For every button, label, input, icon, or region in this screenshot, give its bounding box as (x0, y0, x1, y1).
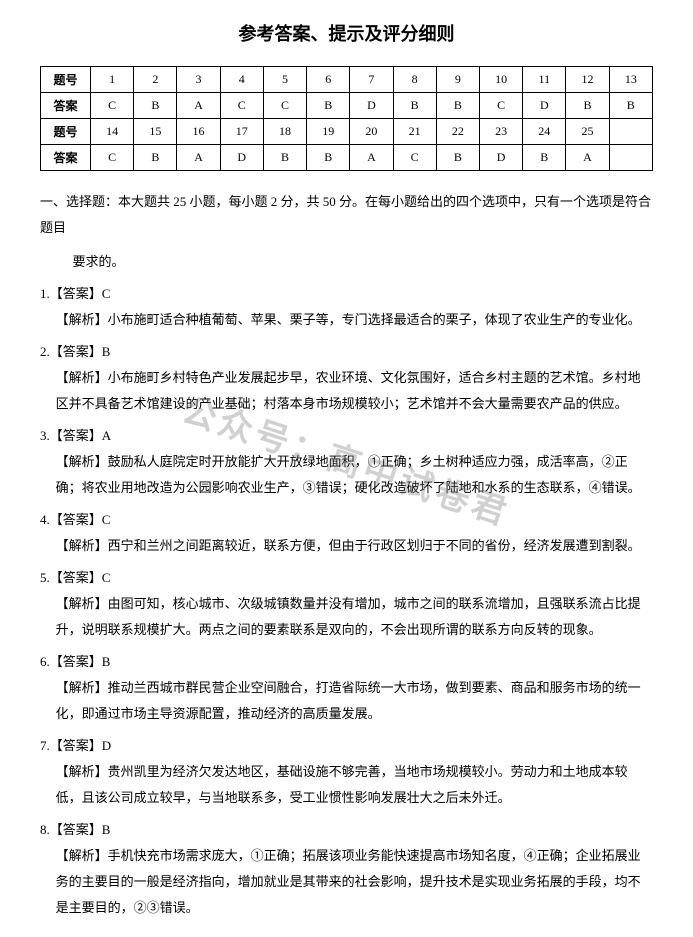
question-block: 1.【答案】C 【解析】小布施町适合种植葡萄、苹果、栗子等，专门选择最适合的栗子… (40, 281, 653, 333)
num-cell (609, 119, 652, 145)
num-cell: 4 (220, 67, 263, 93)
ans-cell: B (263, 145, 306, 171)
q-explanation: 【解析】小布施町适合种植葡萄、苹果、栗子等，专门选择最适合的栗子，体现了农业生产… (40, 307, 653, 333)
num-cell: 22 (436, 119, 479, 145)
ans-cell: B (436, 145, 479, 171)
label-cell: 题号 (41, 67, 91, 93)
ans-cell: A (177, 145, 220, 171)
num-cell: 25 (566, 119, 609, 145)
ans-cell: B (134, 145, 177, 171)
num-cell: 3 (177, 67, 220, 93)
ans-cell: A (177, 93, 220, 119)
ans-cell: A (350, 145, 393, 171)
page-title: 参考答案、提示及评分细则 (40, 20, 653, 46)
q-num: 5. (40, 570, 50, 585)
q-answer: 【答案】B (50, 822, 111, 837)
ans-cell: B (307, 93, 350, 119)
ans-cell: B (134, 93, 177, 119)
ans-cell: C (263, 93, 306, 119)
label-cell: 答案 (41, 93, 91, 119)
question-block: 2.【答案】B 【解析】小布施町乡村特色产业发展起步早，农业环境、文化氛围好，适… (40, 339, 653, 417)
q-answer: 【答案】C (50, 512, 111, 527)
ans-cell: D (479, 145, 522, 171)
num-cell: 6 (307, 67, 350, 93)
q-num: 7. (40, 738, 50, 753)
ans-cell: D (220, 145, 263, 171)
num-cell: 23 (479, 119, 522, 145)
question-block: 3.【答案】A 【解析】鼓励私人庭院定时开放能扩大开放绿地面积，①正确；乡土树种… (40, 423, 653, 501)
label-cell: 题号 (41, 119, 91, 145)
label-cell: 答案 (41, 145, 91, 171)
q-answer: 【答案】C (50, 570, 111, 585)
q-num: 2. (40, 344, 50, 359)
num-cell: 1 (91, 67, 134, 93)
table-row: 题号 1 2 3 4 5 6 7 8 9 10 11 12 13 (41, 67, 653, 93)
q-answer: 【答案】B (50, 344, 111, 359)
ans-cell (609, 145, 652, 171)
answer-table: 题号 1 2 3 4 5 6 7 8 9 10 11 12 13 答案 C B … (40, 66, 653, 171)
q-answer: 【答案】B (50, 654, 111, 669)
table-row: 题号 14 15 16 17 18 19 20 21 22 23 24 25 (41, 119, 653, 145)
q-explanation: 【解析】贵州凯里为经济欠发达地区，基础设施不够完善，当地市场规模较小。劳动力和土… (40, 759, 653, 811)
q-explanation: 【解析】小布施町乡村特色产业发展起步早，农业环境、文化氛围好，适合乡村主题的艺术… (40, 365, 653, 417)
question-block: 6.【答案】B 【解析】推动兰西城市群民营企业空间融合，打造省际统一大市场，做到… (40, 649, 653, 727)
ans-cell: B (436, 93, 479, 119)
q-explanation: 【解析】推动兰西城市群民营企业空间融合，打造省际统一大市场，做到要素、商品和服务… (40, 675, 653, 727)
q-answer: 【答案】D (50, 738, 111, 753)
ans-cell: D (523, 93, 566, 119)
num-cell: 17 (220, 119, 263, 145)
ans-cell: C (220, 93, 263, 119)
num-cell: 2 (134, 67, 177, 93)
num-cell: 15 (134, 119, 177, 145)
num-cell: 24 (523, 119, 566, 145)
ans-cell: B (307, 145, 350, 171)
q-num: 8. (40, 822, 50, 837)
section-heading: 一、选择题：本大题共 25 小题，每小题 2 分，共 50 分。在每小题给出的四… (40, 189, 653, 241)
q-num: 3. (40, 428, 50, 443)
q-explanation: 【解析】手机快充市场需求庞大，①正确；拓展该项业务能快速提高市场知名度，④正确；… (40, 843, 653, 921)
q-answer: 【答案】C (50, 286, 111, 301)
q-num: 4. (40, 512, 50, 527)
ans-cell: C (393, 145, 436, 171)
ans-cell: B (609, 93, 652, 119)
q-num: 6. (40, 654, 50, 669)
ans-cell: C (91, 93, 134, 119)
num-cell: 16 (177, 119, 220, 145)
ans-cell: A (566, 145, 609, 171)
table-row: 答案 C B A C C B D B B C D B B (41, 93, 653, 119)
num-cell: 11 (523, 67, 566, 93)
num-cell: 18 (263, 119, 306, 145)
num-cell: 10 (479, 67, 522, 93)
question-block: 4.【答案】C 【解析】西宁和兰州之间距离较近，联系方便，但由于行政区划归于不同… (40, 507, 653, 559)
num-cell: 20 (350, 119, 393, 145)
q-num: 1. (40, 286, 50, 301)
question-block: 7.【答案】D 【解析】贵州凯里为经济欠发达地区，基础设施不够完善，当地市场规模… (40, 733, 653, 811)
table-row: 答案 C B A D B B A C B D B A (41, 145, 653, 171)
ans-cell: D (350, 93, 393, 119)
num-cell: 19 (307, 119, 350, 145)
section-heading-cont: 要求的。 (40, 249, 653, 275)
ans-cell: B (566, 93, 609, 119)
q-answer: 【答案】A (50, 428, 111, 443)
q-explanation: 【解析】西宁和兰州之间距离较近，联系方便，但由于行政区划归于不同的省份，经济发展… (40, 533, 653, 559)
num-cell: 14 (91, 119, 134, 145)
ans-cell: B (393, 93, 436, 119)
num-cell: 7 (350, 67, 393, 93)
num-cell: 21 (393, 119, 436, 145)
ans-cell: B (523, 145, 566, 171)
ans-cell: C (479, 93, 522, 119)
num-cell: 9 (436, 67, 479, 93)
question-block: 8.【答案】B 【解析】手机快充市场需求庞大，①正确；拓展该项业务能快速提高市场… (40, 817, 653, 921)
q-explanation: 【解析】由图可知，核心城市、次级城镇数量并没有增加，城市之间的联系流增加，且强联… (40, 591, 653, 643)
num-cell: 8 (393, 67, 436, 93)
num-cell: 13 (609, 67, 652, 93)
q-explanation: 【解析】鼓励私人庭院定时开放能扩大开放绿地面积，①正确；乡土树种适应力强，成活率… (40, 449, 653, 501)
num-cell: 12 (566, 67, 609, 93)
ans-cell: C (91, 145, 134, 171)
num-cell: 5 (263, 67, 306, 93)
question-block: 5.【答案】C 【解析】由图可知，核心城市、次级城镇数量并没有增加，城市之间的联… (40, 565, 653, 643)
